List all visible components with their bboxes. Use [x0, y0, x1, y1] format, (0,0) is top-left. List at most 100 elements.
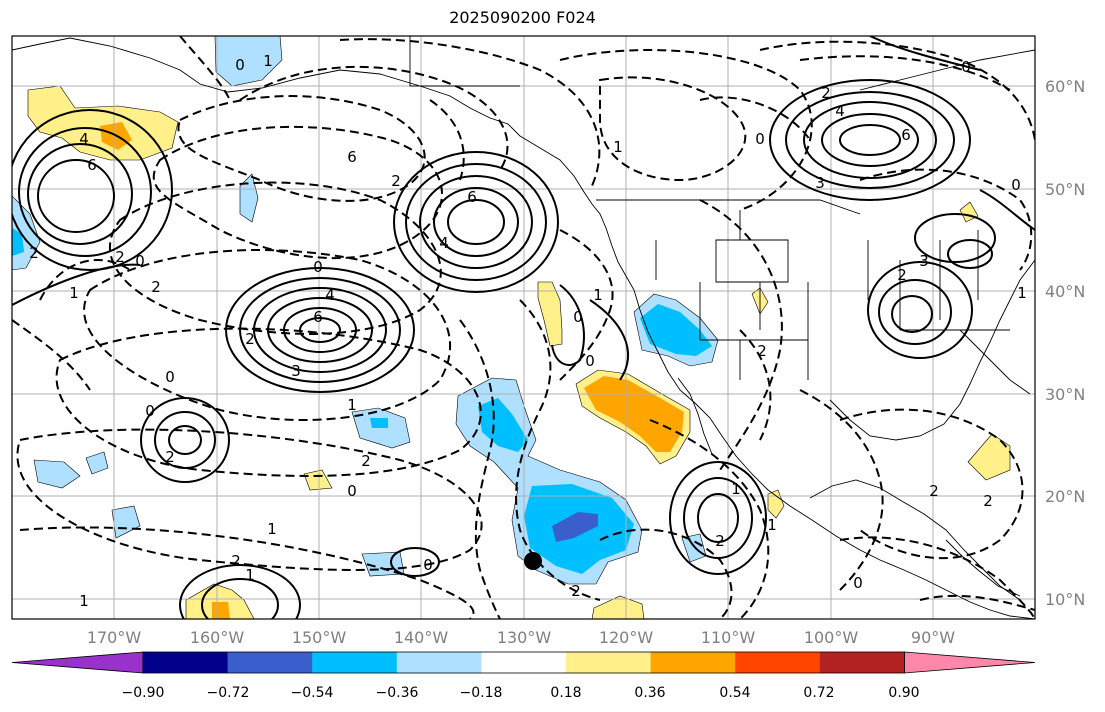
cbar-label-6: 0.18 — [550, 685, 581, 701]
longitude-labels: 170°W 160°W 150°W 140°W 130°W 120°W 110°… — [87, 628, 955, 647]
contour-label: 2 — [231, 552, 241, 570]
graticule — [12, 36, 1035, 619]
colorbar-extend-max — [904, 651, 1036, 674]
cbar-label-5: −0.18 — [460, 685, 503, 701]
lon-label-150w: 150°W — [292, 628, 347, 647]
lat-label-20n: 20°N — [1045, 487, 1085, 506]
contour-label: 1 — [731, 480, 741, 498]
lat-label-40n: 40°N — [1045, 282, 1085, 301]
contour-label: 1 — [79, 592, 89, 610]
contour-label: 2 — [929, 482, 939, 500]
contour-label: 1 — [347, 396, 357, 414]
fill-lightblue-small4 — [111, 505, 141, 539]
latitude-labels: 60°N 50°N 40°N 30°N 20°N 10°N — [1045, 77, 1085, 609]
contour-label: 0 — [165, 368, 175, 386]
contour-label: 0 — [135, 252, 145, 270]
contour-label: 4 — [835, 102, 845, 120]
contour-label: 3 — [919, 252, 929, 270]
fill-midblue-ca — [640, 304, 712, 356]
contour-label: 2 — [165, 448, 175, 466]
lon-label-170w: 170°W — [87, 628, 142, 647]
map-title: 2025090200 F024 — [449, 8, 596, 27]
contour-label: 4 — [325, 286, 335, 304]
contour-label: 2 — [757, 342, 767, 360]
contour-label: 0 — [235, 56, 245, 74]
cbar-label-4: −0.36 — [376, 685, 419, 701]
contour-label: 2 — [151, 278, 161, 296]
colorbar-segment — [819, 652, 905, 673]
fill-midblue-big — [478, 398, 634, 574]
contour-label: 0 — [961, 58, 971, 76]
contour-label: 0 — [755, 130, 765, 148]
cbar-label-2: −0.72 — [207, 685, 250, 701]
fill-lightblue-small1 — [239, 173, 259, 223]
fill-orange-baja — [584, 376, 684, 452]
map-frame — [11, 35, 1036, 620]
lon-label-160w: 160°W — [190, 628, 245, 647]
fill-lightblue-small3 — [85, 451, 109, 475]
contour-label: 2 — [115, 248, 125, 266]
lon-label-90w: 90°W — [911, 628, 955, 647]
fill-yellow-alaska — [27, 85, 179, 161]
colorbar-segment — [143, 652, 229, 673]
contour-label: 0 — [853, 574, 863, 592]
dashed-contours — [12, 36, 1035, 619]
contour-label: 6 — [347, 148, 357, 166]
contour-label: 2 — [983, 492, 993, 510]
contour-label: 0 — [313, 258, 323, 276]
colorbar-segment — [481, 652, 567, 673]
contour-label: 4 — [79, 130, 89, 148]
lon-label-110w: 110°W — [701, 628, 756, 647]
colorbar — [11, 651, 1036, 674]
cbar-label-10: 0.90 — [888, 685, 919, 701]
contour-label: 6 — [467, 188, 477, 206]
lat-label-10n: 10°N — [1045, 590, 1085, 609]
contour-label: 3 — [815, 174, 825, 192]
contour-label: 2 — [821, 84, 831, 102]
contour-label: 4 — [439, 234, 449, 252]
fill-darkblue-big — [552, 512, 598, 542]
coastlines — [12, 36, 1035, 619]
contour-label: 1 — [1017, 284, 1027, 302]
contour-label: 6 — [87, 156, 97, 174]
contour-label: 0 — [347, 482, 357, 500]
contour-label: 1 — [245, 566, 255, 584]
lat-label-60n: 60°N — [1045, 77, 1085, 96]
lon-label-140w: 140°W — [394, 628, 449, 647]
fill-lightblue-top — [214, 36, 283, 87]
colorbar-segment — [227, 652, 313, 673]
colorbar-segment — [566, 652, 652, 673]
contour-label: 0 — [145, 402, 155, 420]
contour-label: 1 — [767, 516, 777, 534]
fill-yellow-cal — [537, 281, 563, 347]
contour-label: 0 — [1011, 176, 1021, 194]
cbar-label-9: 0.72 — [803, 685, 834, 701]
colorbar-segment — [312, 652, 398, 673]
contour-label: 2 — [29, 244, 39, 262]
contour-label: 2 — [571, 582, 581, 600]
lon-label-120w: 120°W — [599, 628, 654, 647]
contour-label: 6 — [313, 308, 323, 326]
lon-label-130w: 130°W — [497, 628, 552, 647]
contour-label: 1 — [69, 284, 79, 302]
lon-label-100w: 100°W — [804, 628, 859, 647]
contour-label: 1 — [593, 286, 603, 304]
contour-label: 1 — [263, 52, 273, 70]
fill-lightblue-small2 — [33, 459, 81, 489]
contour-label: 0 — [573, 308, 583, 326]
cbar-label-1: −0.90 — [122, 685, 165, 701]
lat-label-50n: 50°N — [1045, 180, 1085, 199]
cbar-label-3: −0.54 — [291, 685, 334, 701]
lat-label-30n: 30°N — [1045, 385, 1085, 404]
contour-label: 2 — [897, 266, 907, 284]
fill-yellow-gulf — [967, 433, 1011, 481]
fill-yellow-mex — [767, 489, 785, 519]
fill-yellow-bottom2 — [591, 595, 645, 619]
solid-contours — [12, 36, 1035, 619]
fill-midblue-cen — [370, 418, 388, 428]
contour-label: 1 — [613, 138, 623, 156]
contour-label: 6 — [901, 126, 911, 144]
